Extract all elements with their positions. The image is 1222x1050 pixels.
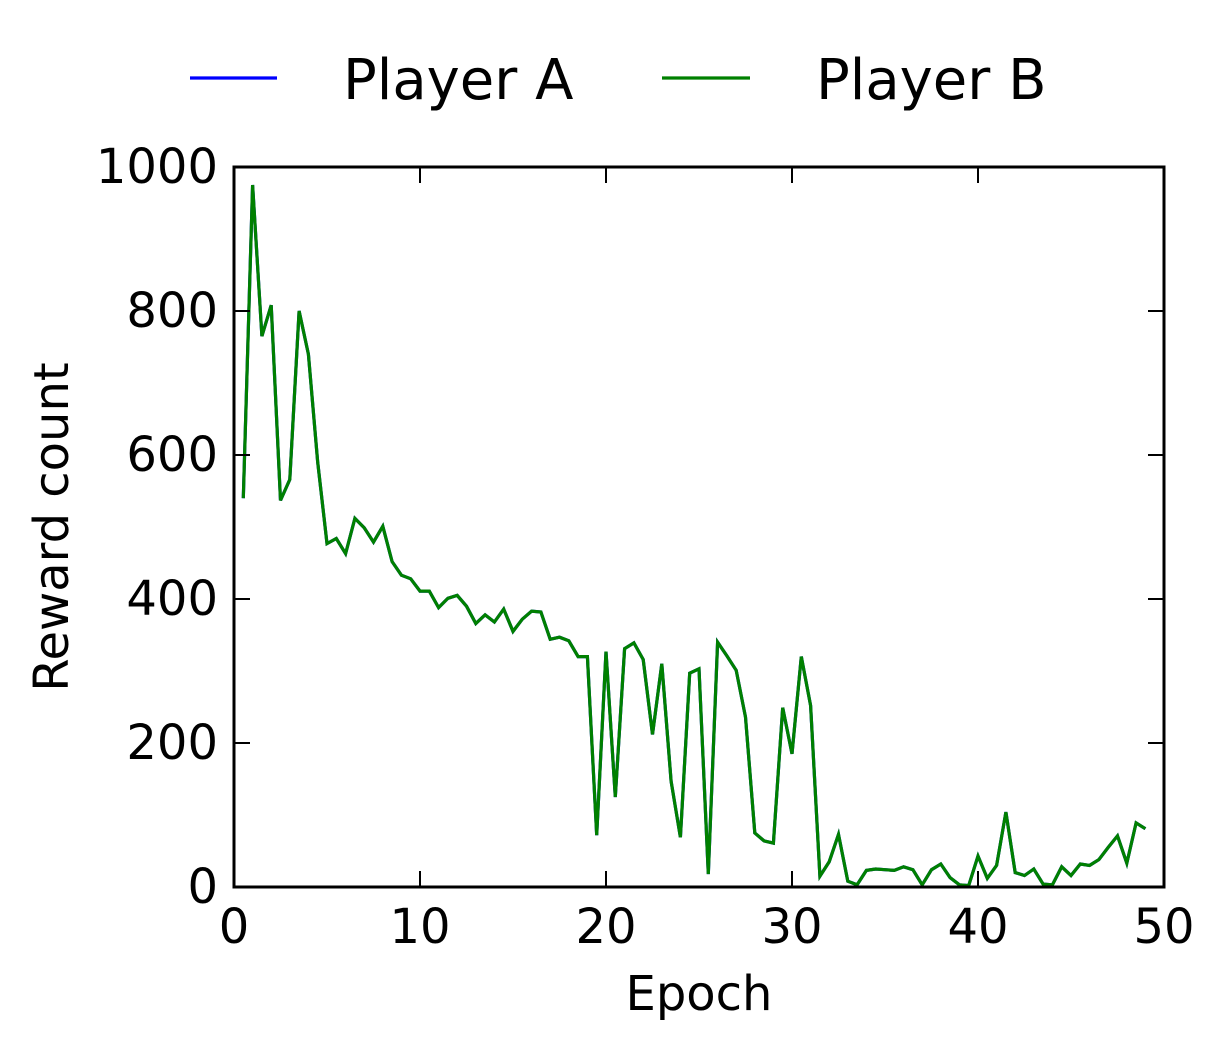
legend: Player A Player B bbox=[190, 48, 1046, 113]
y-tick-label: 200 bbox=[126, 715, 218, 771]
y-tick-label: 1000 bbox=[96, 139, 218, 195]
x-tick-label: 20 bbox=[575, 899, 636, 955]
x-tick-label: 0 bbox=[219, 899, 250, 955]
axis-ticks: 0 10 20 30 40 50 0 200 400 600 800 1000 bbox=[96, 139, 1195, 955]
x-tick-label: 30 bbox=[761, 899, 822, 955]
y-tick-label: 0 bbox=[187, 859, 218, 915]
legend-label-player-b: Player B bbox=[816, 48, 1046, 113]
series-line-player-b bbox=[241, 184, 1147, 888]
x-tick-label: 50 bbox=[1133, 899, 1194, 955]
y-tick-label: 800 bbox=[126, 283, 218, 339]
y-tick-label: 600 bbox=[126, 427, 218, 483]
legend-label-player-a: Player A bbox=[343, 48, 573, 113]
y-tick-label: 400 bbox=[126, 571, 218, 627]
x-tick-label: 40 bbox=[947, 899, 1008, 955]
series-layer bbox=[241, 184, 1147, 888]
x-tick-label: 10 bbox=[389, 899, 450, 955]
x-axis-title: Epoch bbox=[626, 966, 773, 1022]
y-axis-title: Reward count bbox=[24, 362, 80, 691]
plot-frame bbox=[232, 165, 1166, 889]
